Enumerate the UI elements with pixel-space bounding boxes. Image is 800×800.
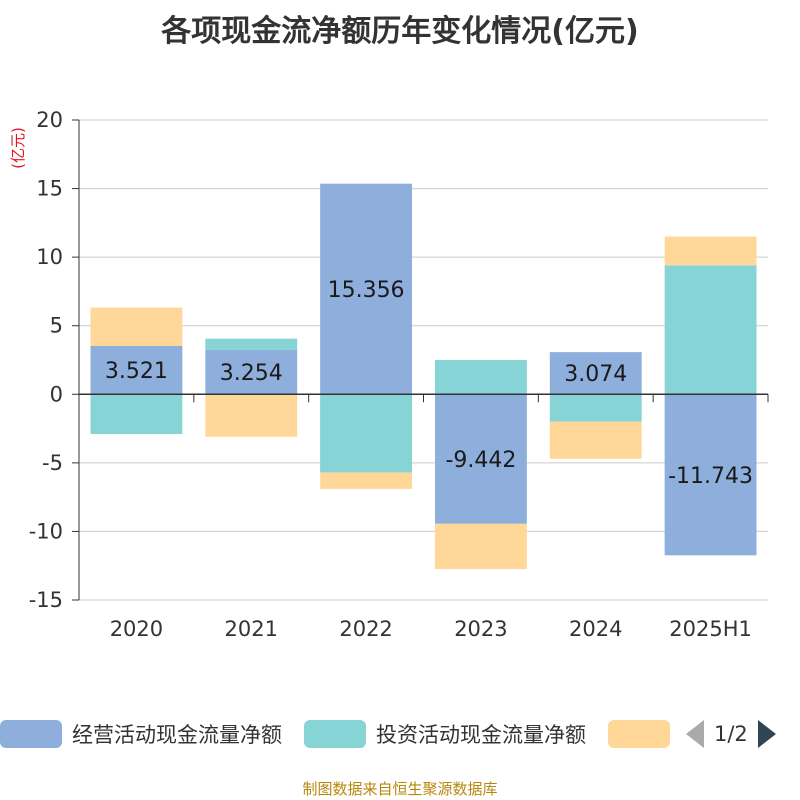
- chart-title: 各项现金流净额历年变化情况(亿元): [161, 14, 639, 49]
- data-label-2023: -9.442: [445, 448, 516, 473]
- legend-page-indicator: 1/2: [714, 722, 748, 746]
- y-tick-label: -5: [42, 451, 63, 475]
- bar-2024-s1: [549, 394, 642, 422]
- y-tick-label: 10: [36, 245, 63, 269]
- x-tick-label: 2022: [339, 617, 392, 641]
- y-axis-unit: (亿元): [9, 127, 27, 169]
- legend-label-investing: 投资活动现金流量净额: [376, 723, 586, 747]
- data-label-2025H1: -11.743: [668, 464, 753, 489]
- bar-2022-s2: [320, 472, 413, 489]
- bar-2023-s1: [434, 360, 527, 395]
- y-tick-label: 20: [36, 108, 63, 132]
- axes: 20 15 10 5 0 -5 -10 -15 (亿元) 2020 2021 2022 2023 2024…: [9, 108, 769, 641]
- x-tick-label: 2025H1: [669, 617, 752, 641]
- bar-2025H1-s2: [664, 236, 757, 266]
- bar-2025H1-s1: [664, 265, 757, 395]
- bar-2021-s1: [205, 338, 298, 350]
- bar-2020-s0: [90, 345, 183, 395]
- y-tick-label: -10: [29, 519, 63, 543]
- bar-2023-s2: [434, 523, 527, 570]
- x-tick-label: 2023: [454, 617, 507, 641]
- legend-item-operating[interactable]: 经营活动现金流量净额: [0, 719, 282, 749]
- x-tick-label: 2024: [569, 617, 622, 641]
- bar-2023-s0: [434, 394, 527, 524]
- legend-swatch-operating: [0, 720, 62, 748]
- data-label-2024: 3.074: [564, 362, 627, 387]
- bars: [90, 183, 757, 570]
- triangle-right-icon[interactable]: [757, 720, 776, 748]
- data-label-2020: 3.521: [105, 359, 168, 384]
- x-tick-label: 2021: [225, 617, 278, 641]
- grid-lines: [79, 119, 768, 601]
- bar-2025H1-s0: [664, 394, 757, 556]
- x-tick-label: 2020: [110, 617, 163, 641]
- legend-label-operating: 经营活动现金流量净额: [72, 723, 282, 747]
- data-labels: 3.521 3.254 15.356 -9.442 3.074 -11.743: [105, 278, 753, 489]
- legend-item-investing[interactable]: 投资活动现金流量净额: [304, 719, 586, 749]
- y-tick-label: -15: [29, 588, 63, 612]
- y-tick-label: 5: [50, 314, 63, 338]
- legend: 经营活动现金流量净额 投资活动现金流量净额 1/2: [0, 716, 800, 752]
- bar-2022-s1: [320, 394, 413, 473]
- bar-2021-s0: [205, 349, 298, 395]
- bar-2021-s2: [205, 394, 298, 437]
- legend-swatch-investing: [304, 720, 366, 748]
- chart-plot: 20 15 10 5 0 -5 -10 -15 (亿元) 2020 2021 2022 2023 2024…: [9, 108, 769, 641]
- y-tick-label: 0: [50, 382, 63, 406]
- legend-item-third[interactable]: [608, 720, 670, 748]
- legend-swatch-third: [608, 720, 670, 748]
- y-tick-label: 15: [36, 177, 63, 201]
- triangle-left-icon[interactable]: [686, 720, 704, 748]
- legend-pager: 1/2: [686, 720, 776, 748]
- source-note: 制图数据来自恒生聚源数据库: [302, 780, 498, 798]
- bar-2024-s0: [549, 352, 642, 395]
- data-label-2022: 15.356: [328, 278, 405, 303]
- bar-2020-s2: [90, 307, 183, 346]
- bar-2022-s0: [320, 183, 413, 395]
- data-label-2021: 3.254: [220, 361, 283, 386]
- bar-2020-s1: [90, 394, 183, 435]
- bar-2024-s2: [549, 421, 642, 459]
